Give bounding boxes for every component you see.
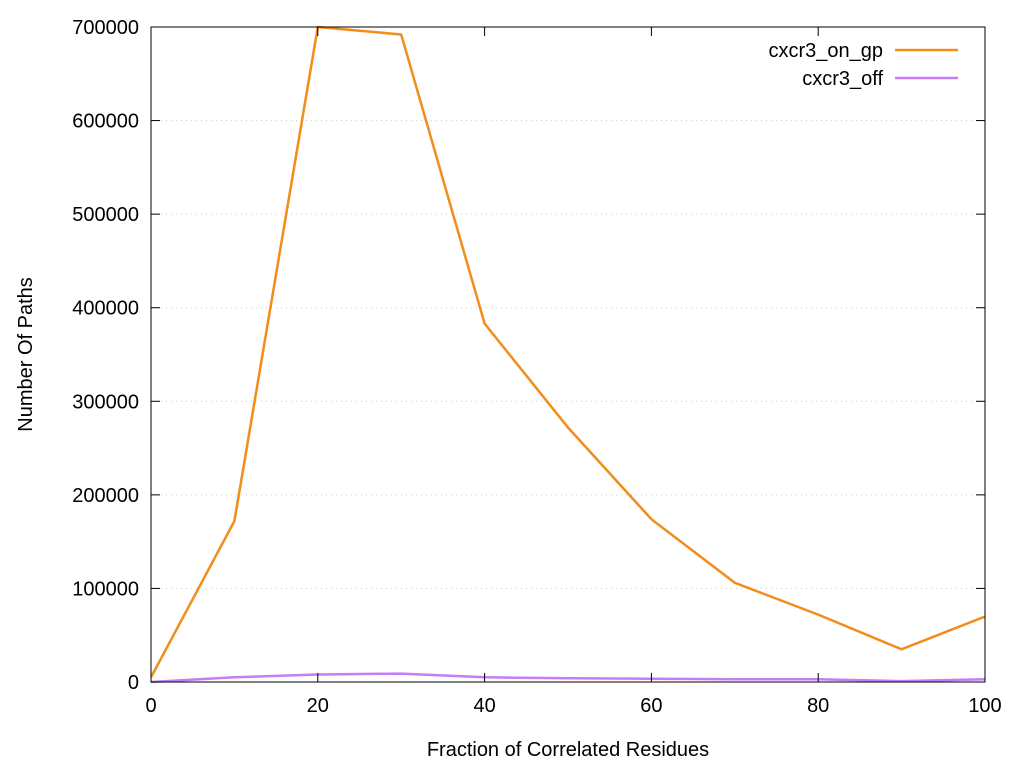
x-tick-label: 60 bbox=[640, 695, 662, 717]
y-tick-label: 700000 bbox=[72, 17, 139, 39]
y-tick-label: 0 bbox=[128, 672, 139, 694]
grid-lines bbox=[151, 120, 985, 589]
plot-frame bbox=[150, 26, 986, 683]
x-tick-label: 40 bbox=[473, 695, 495, 717]
y-tick-label: 200000 bbox=[72, 485, 139, 507]
x-axis-label: Fraction of Correlated Residues bbox=[427, 739, 709, 761]
series-line-cxcr3-off bbox=[151, 672, 985, 684]
y-tick-label: 600000 bbox=[72, 111, 139, 133]
series-line-cxcr3-on-gp bbox=[151, 25, 985, 678]
legend-label: cxcr3_off bbox=[802, 68, 883, 90]
series-layer bbox=[151, 25, 985, 684]
legend-label: cxcr3_on_gp bbox=[768, 40, 883, 62]
y-tick-label: 100000 bbox=[72, 578, 139, 600]
x-tick-label: 100 bbox=[968, 695, 1001, 717]
x-tick-label: 20 bbox=[307, 695, 329, 717]
x-tick-label: 80 bbox=[807, 695, 829, 717]
y-tick-label: 400000 bbox=[72, 298, 139, 320]
x-tick-label: 0 bbox=[145, 695, 156, 717]
axis-ticks: 0 100000 200000 300000 400000 500000 600000 700… bbox=[72, 17, 1001, 717]
y-axis-label: Number Of Paths bbox=[15, 277, 37, 432]
legend: cxcr3_on_gp cxcr3_off bbox=[768, 40, 958, 90]
y-tick-label: 300000 bbox=[72, 391, 139, 413]
y-tick-label: 500000 bbox=[72, 204, 139, 226]
